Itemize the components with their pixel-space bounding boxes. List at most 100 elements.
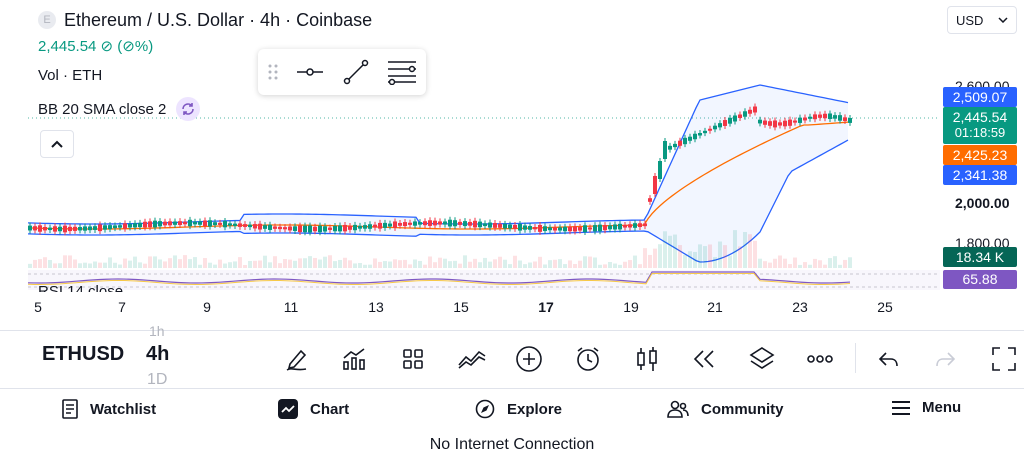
bollinger-indicator-label[interactable]: BB 20 SMA close 2 <box>38 100 167 118</box>
candle-body <box>758 119 762 124</box>
candle-body <box>473 220 477 228</box>
currency-select[interactable]: USD <box>947 6 1017 34</box>
trend-line-icon[interactable] <box>340 56 372 88</box>
nav-menu[interactable]: Menu <box>892 399 961 416</box>
volume-bar <box>33 259 37 268</box>
chart-legend: E Ethereum / U.S. Dollar · 4h · Coinbase… <box>38 8 372 121</box>
candle-body <box>568 226 572 232</box>
more-icon[interactable] <box>802 341 838 377</box>
candle-body <box>288 226 292 231</box>
candle-body <box>743 111 747 117</box>
volume-bar <box>713 257 717 268</box>
candle-body <box>508 224 512 229</box>
volume-bar <box>353 263 357 268</box>
rsi-indicator-label[interactable]: RSI 14 close <box>38 283 124 292</box>
nav-explore[interactable]: Explore <box>475 399 562 419</box>
candles-icon[interactable] <box>629 341 665 377</box>
volume-bar <box>748 234 752 268</box>
volume-bar <box>483 257 487 268</box>
chart-icon <box>278 399 298 419</box>
nav-community[interactable]: Community <box>667 399 784 419</box>
nav-explore-label: Explore <box>507 400 563 418</box>
add-icon[interactable] <box>511 341 547 377</box>
candle-body <box>783 120 787 127</box>
candle-body <box>673 143 677 148</box>
indicators-icon[interactable] <box>336 341 372 377</box>
volume-bar <box>553 259 557 268</box>
sync-icon[interactable] <box>176 97 201 121</box>
symbol-title[interactable]: Ethereum / U.S. Dollar · 4h · Coinbase <box>64 9 373 30</box>
volume-bar <box>268 262 272 268</box>
interval-option[interactable]: 1D <box>147 371 168 387</box>
date-label: 21 <box>707 299 723 315</box>
candle-body <box>608 225 612 230</box>
undo-icon[interactable] <box>870 341 906 377</box>
price-chart[interactable] <box>0 0 1024 324</box>
volume-bar <box>788 264 792 268</box>
candle-body <box>818 114 822 118</box>
horizontal-line-icon[interactable] <box>294 56 326 88</box>
candle-body <box>588 227 592 230</box>
candle-body <box>148 221 152 228</box>
volume-bar <box>328 255 332 268</box>
alert-icon[interactable] <box>570 341 606 377</box>
volume-bar <box>423 264 427 268</box>
interval-button[interactable]: 4h <box>146 343 170 365</box>
redo-icon[interactable] <box>928 341 964 377</box>
candle-body <box>258 223 262 230</box>
candle-body <box>238 223 242 227</box>
compare-icon[interactable] <box>454 341 490 377</box>
candle-body <box>78 227 82 231</box>
volume-bar <box>648 254 652 268</box>
volume-bar <box>733 230 737 268</box>
candle-body <box>68 226 72 232</box>
volume-bar <box>183 255 187 268</box>
collapse-legend-button[interactable] <box>40 130 74 158</box>
candle-body <box>798 117 802 123</box>
draw-pen-icon[interactable] <box>279 341 315 377</box>
candle-body <box>343 224 347 232</box>
interval-option[interactable]: 1h <box>149 323 165 339</box>
volume-bar <box>678 245 682 268</box>
volume-bar <box>398 260 402 268</box>
layers-icon[interactable] <box>744 341 780 377</box>
volume-bar <box>368 264 372 268</box>
candle-body <box>158 221 162 227</box>
volume-bar <box>798 264 802 268</box>
candle-body <box>118 225 122 228</box>
symbol-button[interactable]: ETHUSD <box>42 343 125 365</box>
rsi-ma-line <box>27 273 851 285</box>
volume-bar <box>378 261 382 268</box>
candle-body <box>373 224 377 228</box>
candle-body <box>688 136 692 141</box>
fullscreen-icon[interactable] <box>986 341 1022 377</box>
volume-bar <box>88 263 92 268</box>
drag-handle-icon[interactable] <box>266 56 280 88</box>
price-change: 2,445.54 ⊘ (⊘%) <box>38 38 154 55</box>
fib-lines-icon[interactable] <box>386 56 418 88</box>
nav-watchlist[interactable]: Watchlist <box>62 399 156 419</box>
volume-bar <box>668 235 672 268</box>
date-label: 23 <box>792 299 808 315</box>
volume-indicator-label[interactable]: Vol · ETH <box>38 67 103 84</box>
volume-bar <box>703 246 707 268</box>
volume-bar <box>618 264 622 268</box>
volume-bar <box>528 262 532 268</box>
candle-body <box>283 227 287 230</box>
candle-body <box>263 225 267 229</box>
candle-body <box>313 226 317 232</box>
volume-bar <box>573 264 577 268</box>
volume-bar <box>243 264 247 268</box>
replay-icon[interactable] <box>686 341 722 377</box>
volume-bar <box>358 262 362 268</box>
volume-bar <box>683 254 687 268</box>
nav-community-label: Community <box>701 400 784 418</box>
volume-bar <box>188 259 192 268</box>
templates-icon[interactable] <box>395 341 431 377</box>
volume-bar <box>308 256 312 268</box>
candle-body <box>338 225 342 232</box>
nav-chart-label: Chart <box>310 400 350 418</box>
volume-bar <box>123 258 127 268</box>
chart-area[interactable]: E Ethereum / U.S. Dollar · 4h · Coinbase… <box>0 0 1024 324</box>
nav-chart[interactable]: Chart <box>278 399 349 419</box>
